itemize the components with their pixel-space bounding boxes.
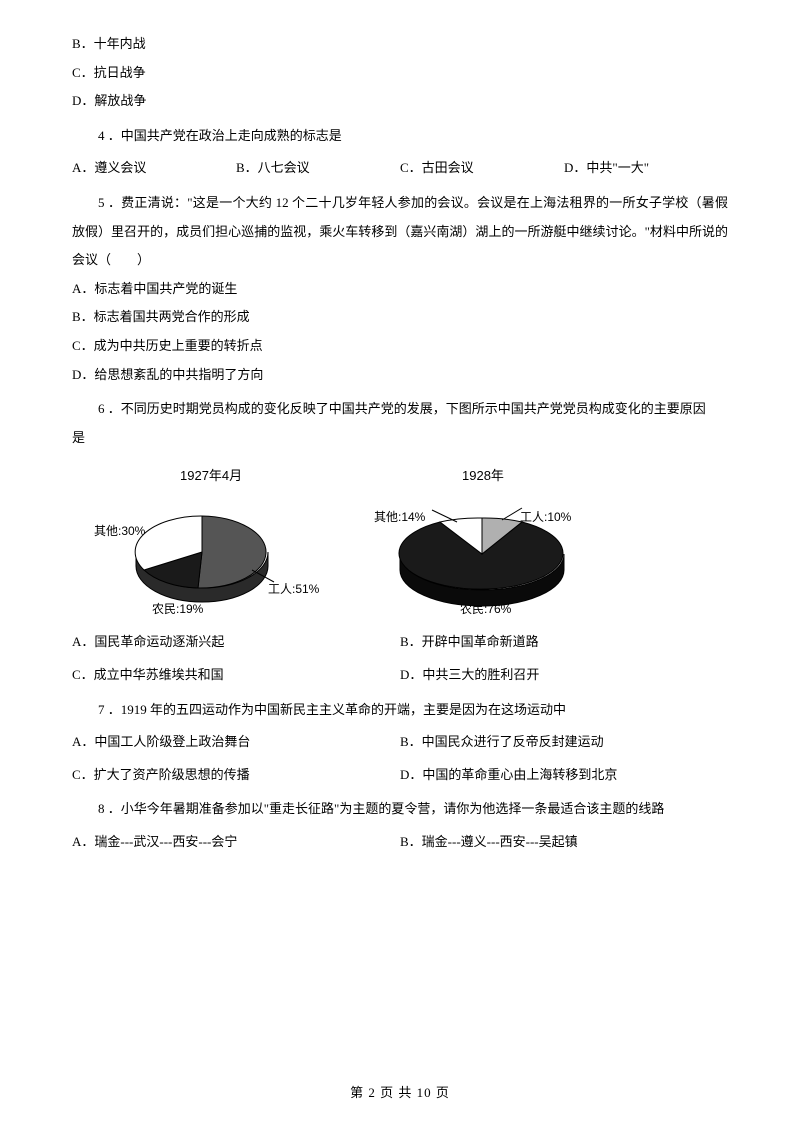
q7-option-a: A．中国工人阶级登上政治舞台 — [72, 728, 400, 757]
q8-stem: 8 ．小华今年暑期准备参加以"重走长征路"为主题的夏令营，请你为他选择一条最适合… — [72, 795, 728, 824]
q7-options-row2: C．扩大了资产阶级思想的传播 D．中国的革命重心由上海转移到北京 — [72, 761, 728, 790]
q4-stem: 4 ．中国共产党在政治上走向成熟的标志是 — [72, 122, 728, 151]
q5-stem: 5 ．费正清说："这是一个大约 12 个二十几岁年轻人参加的会议。会议是在上海法… — [72, 189, 728, 275]
prev-option-b: B．十年内战 — [72, 30, 728, 59]
chart1-pie — [102, 462, 322, 622]
q6-option-c: C．成立中华苏维埃共和国 — [72, 661, 400, 690]
q6-stem-1: 6 ．不同历史时期党员构成的变化反映了中国共产党的发展，下图所示中国共产党党员构… — [72, 395, 728, 424]
q4-options: A．遵义会议 B．八七会议 C．古田会议 D．中共"一大" — [72, 154, 728, 183]
prev-option-c: C．抗日战争 — [72, 59, 728, 88]
q8-option-b: B．瑞金---遵义---西安---吴起镇 — [400, 828, 728, 857]
q7-options-row1: A．中国工人阶级登上政治舞台 B．中国民众进行了反帝反封建运动 — [72, 728, 728, 757]
q6-options-row1: A．国民革命运动逐渐兴起 B．开辟中国革命新道路 — [72, 628, 728, 657]
q5-option-c: C．成为中共历史上重要的转折点 — [72, 332, 728, 361]
q7-stem: 7 ．1919 年的五四运动作为中国新民主主义革命的开端，主要是因为在这场运动中 — [72, 696, 728, 725]
q4-option-d: D．中共"一大" — [564, 154, 728, 183]
q8-option-a: A．瑞金---武汉---西安---会宁 — [72, 828, 400, 857]
q6-chart-area: 1927年4月 其他:30% 农民:19% 工人:51% 1928年 其他:14… — [112, 462, 672, 622]
q7-option-d: D．中国的革命重心由上海转移到北京 — [400, 761, 728, 790]
q6-options-row2: C．成立中华苏维埃共和国 D．中共三大的胜利召开 — [72, 661, 728, 690]
prev-option-d: D．解放战争 — [72, 87, 728, 116]
q7-option-b: B．中国民众进行了反帝反封建运动 — [400, 728, 728, 757]
q4-option-b: B．八七会议 — [236, 154, 400, 183]
q5-option-d: D．给思想紊乱的中共指明了方向 — [72, 361, 728, 390]
q6-stem-2: 是 — [72, 424, 728, 453]
q6-option-d: D．中共三大的胜利召开 — [400, 661, 728, 690]
q4-option-a: A．遵义会议 — [72, 154, 236, 183]
q5-option-a: A．标志着中国共产党的诞生 — [72, 275, 728, 304]
chart2-pie — [362, 462, 622, 622]
q4-option-c: C．古田会议 — [400, 154, 564, 183]
q5-option-b: B．标志着国共两党合作的形成 — [72, 303, 728, 332]
page-footer: 第 2 页 共 10 页 — [0, 1079, 800, 1108]
q6-option-b: B．开辟中国革命新道路 — [400, 628, 728, 657]
q7-option-c: C．扩大了资产阶级思想的传播 — [72, 761, 400, 790]
q8-options-row1: A．瑞金---武汉---西安---会宁 B．瑞金---遵义---西安---吴起镇 — [72, 828, 728, 857]
q6-option-a: A．国民革命运动逐渐兴起 — [72, 628, 400, 657]
